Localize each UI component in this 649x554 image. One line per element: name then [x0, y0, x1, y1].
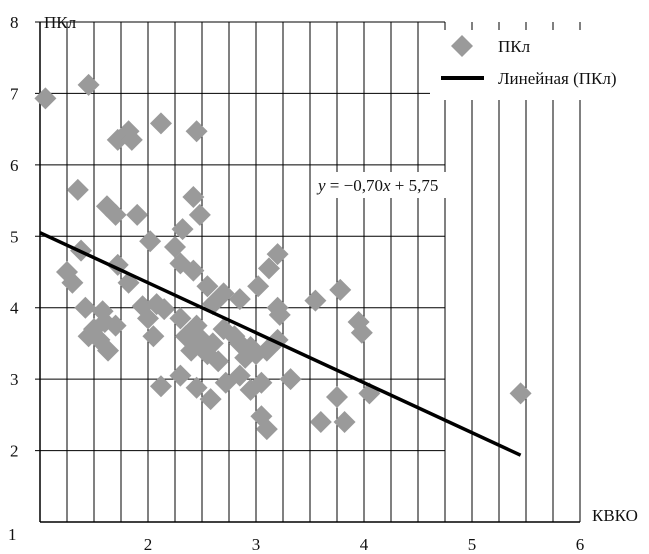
equation-annotation: y = −0,70x + 5,75: [312, 172, 458, 198]
data-point-diamond: [153, 298, 176, 321]
data-point-diamond: [228, 288, 251, 311]
tick-labels: 2 3 4 5 6 7 8 1 2 3 4 5 6: [8, 13, 584, 554]
data-point-diamond: [34, 87, 57, 110]
data-point-diamond: [304, 289, 327, 312]
data-point-diamond: [139, 230, 162, 253]
data-point-diamond: [149, 112, 172, 135]
data-point-diamond: [201, 332, 224, 355]
data-point-diamond: [126, 203, 149, 226]
y-tick-label: 2: [10, 442, 19, 461]
data-point-diamond: [77, 325, 100, 348]
legend-label-scatter: ПКл: [498, 37, 531, 56]
y-tick-label: 8: [10, 13, 19, 32]
data-point-diamond: [142, 325, 165, 348]
grid-lines: [35, 21, 581, 522]
data-point-diamond: [309, 411, 332, 433]
legend-diamond-marker: [451, 35, 473, 57]
data-point-diamond: [182, 259, 205, 282]
data-point-diamond: [228, 364, 251, 387]
equation-label: y = −0,70x + 5,75: [316, 176, 438, 195]
y-tick-label: 5: [10, 227, 19, 246]
data-point-diamond: [207, 350, 230, 373]
data-point-diamond: [279, 368, 302, 391]
x-tick-label: 5: [468, 535, 477, 554]
x-tick-label: 1: [8, 525, 17, 544]
data-point-diamond: [120, 128, 143, 151]
data-point-diamond: [185, 376, 208, 399]
data-point-diamond: [188, 203, 211, 226]
data-point-diamond: [268, 303, 291, 326]
data-point-diamond: [196, 275, 219, 298]
data-point-diamond: [104, 314, 127, 337]
data-point-diamond: [199, 388, 222, 411]
data-point-diamond: [97, 339, 120, 362]
equation-x: x: [382, 176, 391, 195]
data-point-diamond: [326, 386, 348, 408]
data-point-diamond: [234, 346, 257, 369]
legend: ПКл Линейная (ПКл): [430, 30, 635, 100]
data-point-diamond: [137, 307, 159, 330]
y-tick-label: 6: [10, 156, 19, 175]
data-point-diamond: [171, 218, 194, 241]
x-tick-label: 4: [360, 535, 369, 554]
x-axis-title: КВКО: [592, 506, 638, 525]
data-point-diamond: [509, 382, 532, 405]
y-tick-label: 7: [10, 84, 19, 103]
data-point-diamond: [250, 371, 273, 394]
y-tick-label: 4: [10, 299, 19, 318]
data-point-diamond: [266, 243, 289, 266]
axes: [39, 22, 580, 523]
data-point-diamond: [182, 186, 205, 208]
x-tick-label: 2: [144, 535, 153, 554]
data-point-diamond: [255, 418, 278, 441]
data-point-diamond: [350, 321, 373, 344]
data-point-diamond: [169, 364, 192, 387]
data-point-diamond: [149, 375, 172, 398]
legend-label-trend: Линейная (ПКл): [498, 69, 617, 88]
data-point-diamond: [257, 257, 280, 280]
y-tick-label: 3: [10, 370, 19, 389]
data-point-diamond: [329, 278, 352, 301]
equation-y: y: [316, 176, 326, 195]
data-point-diamond: [61, 271, 84, 294]
data-point-diamond: [247, 275, 270, 298]
y-axis-title: ПКл: [44, 13, 77, 32]
data-point-diamond: [74, 296, 97, 319]
data-point-diamond: [66, 178, 89, 201]
trend-line: [39, 231, 522, 457]
equation-rest: + 5,75: [391, 176, 439, 195]
data-point-diamond: [185, 120, 208, 143]
equation-background: [312, 172, 458, 198]
data-point-diamond: [164, 236, 186, 258]
x-tick-label: 6: [576, 535, 585, 554]
data-point-diamond: [104, 203, 127, 226]
equation-coef: = −0,70: [326, 176, 383, 195]
data-point-diamond: [77, 73, 100, 96]
x-tick-label: 3: [252, 535, 261, 554]
data-point-diamond: [169, 307, 192, 330]
data-point-diamond: [333, 411, 356, 433]
